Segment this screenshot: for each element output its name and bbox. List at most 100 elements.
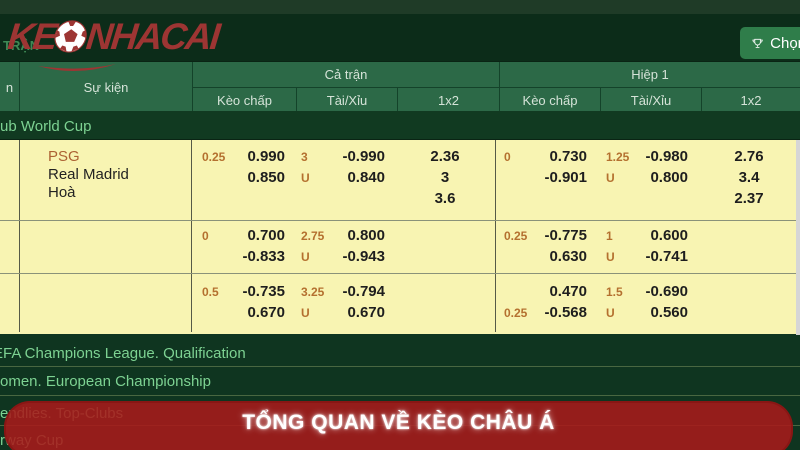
match-row: 0.5 -0.735 0.670 3.25 -0.794 U 0.670 0.470 …: [0, 274, 800, 332]
column-group-full-match: Cả trận: [193, 62, 499, 87]
league-section-club-world-cup[interactable]: ub World Cup: [0, 111, 800, 140]
odds-full-1x2-cell: [395, 274, 496, 332]
odds-full-1x2-cell: 2.36 3 3.6: [395, 140, 496, 220]
tab-tran[interactable]: TRẬN: [3, 38, 40, 53]
column-header-full-overunder: Tài/Xỉu: [297, 88, 397, 112]
odds-value[interactable]: 2.37: [734, 190, 764, 207]
odds-value[interactable]: 0.600: [650, 227, 688, 244]
odds-value[interactable]: 0.700: [247, 227, 285, 244]
odds-row: 1.5 -0.690: [596, 281, 696, 302]
odds-row: U 0.670: [295, 302, 395, 323]
league-section-champions-league[interactable]: EFA Champions League. Qualification: [0, 334, 800, 367]
league-section-label: omen. European Championship: [0, 373, 211, 390]
odds-value[interactable]: 0.670: [247, 304, 285, 321]
column-header-full-handicap: Kèo chấp: [193, 88, 296, 112]
league-section-label: ub World Cup: [0, 118, 92, 135]
total-line: U: [606, 249, 615, 264]
odds-value[interactable]: 3: [440, 169, 450, 186]
tran-cell: [0, 274, 20, 332]
total-line: U: [606, 170, 615, 185]
column-header-half-1x2: 1x2: [702, 88, 800, 112]
odds-value[interactable]: 3.4: [738, 169, 760, 186]
odds-row: U -0.943: [295, 246, 395, 267]
odds-value[interactable]: -0.794: [342, 283, 385, 300]
odds-row: 3 -0.990: [295, 146, 395, 167]
soccer-ball-icon: [54, 19, 88, 53]
total-line: 3: [301, 149, 308, 164]
odds-full-overunder-cell: 3.25 -0.794 U 0.670: [295, 274, 395, 332]
tran-cell: [0, 221, 20, 273]
odds-value[interactable]: 0.800: [347, 227, 385, 244]
odds-full-handicap-cell: 0.5 -0.735 0.670: [192, 274, 295, 332]
odds-value[interactable]: -0.690: [645, 283, 688, 300]
odds-value[interactable]: -0.775: [544, 227, 587, 244]
odds-row: 0.850: [192, 167, 295, 188]
odds-value[interactable]: -0.901: [544, 169, 587, 186]
odds-value[interactable]: -0.568: [544, 304, 587, 321]
column-header-event: Sự kiện: [20, 62, 192, 112]
odds-row: U 0.560: [596, 302, 696, 323]
keonhacai-logo[interactable]: KE NHACAI: [6, 14, 221, 60]
total-line: 2.75: [301, 228, 325, 243]
odds-value[interactable]: 2.36: [430, 148, 460, 165]
odds-half-1x2-cell: [696, 274, 794, 332]
logo-text-right: NHACAI: [84, 16, 221, 57]
match-teams-cell[interactable]: [20, 221, 192, 273]
handicap-line: 0.5: [202, 284, 219, 299]
odds-value[interactable]: 0.670: [347, 304, 385, 321]
column-header-half-overunder: Tài/Xỉu: [601, 88, 701, 112]
odds-value[interactable]: 0.730: [549, 148, 587, 165]
odds-value[interactable]: -0.990: [342, 148, 385, 165]
column-header-full-1x2: 1x2: [398, 88, 499, 112]
odds-full-handicap-cell: 0 0.700 -0.833: [192, 221, 295, 273]
odds-row: -0.901: [496, 167, 596, 188]
odds-row: 1.25 -0.980: [596, 146, 696, 167]
total-line: 1.25: [606, 149, 630, 164]
odds-row: 0 0.730: [496, 146, 596, 167]
odds-value[interactable]: 0.850: [247, 169, 285, 186]
column-header-half-handicap: Kèo chấp: [500, 88, 600, 112]
logo-swoosh-icon: [36, 62, 118, 80]
handicap-line: 0.25: [504, 228, 528, 243]
odds-value[interactable]: 0.990: [247, 148, 285, 165]
overview-banner-text: TỔNG QUAN VỀ KÈO CHÂU Á: [242, 411, 555, 434]
odds-value[interactable]: 3.6: [434, 190, 456, 207]
league-section-women-euro[interactable]: omen. European Championship: [0, 367, 800, 396]
total-line: U: [301, 249, 310, 264]
odds-half-handicap-cell: 0 0.730 -0.901: [496, 140, 596, 220]
odds-value[interactable]: -0.833: [242, 248, 285, 265]
handicap-line: 0: [504, 149, 511, 164]
odds-half-1x2-cell: 2.76 3.4 2.37: [696, 140, 794, 220]
odds-value[interactable]: -0.741: [645, 248, 688, 265]
odds-value[interactable]: 0.560: [650, 304, 688, 321]
odds-value[interactable]: 2.76: [734, 148, 764, 165]
handicap-line: 0: [202, 228, 209, 243]
odds-value[interactable]: 0.840: [347, 169, 385, 186]
odds-value[interactable]: 0.470: [549, 283, 587, 300]
overview-banner: TỔNG QUAN VỀ KÈO CHÂU Á: [4, 401, 793, 450]
app-header: TRẬN KE NHACAI: [0, 14, 800, 72]
odds-full-overunder-cell: 3 -0.990 U 0.840: [295, 140, 395, 220]
vertical-scrollbar[interactable]: [796, 140, 800, 335]
handicap-line: 0.25: [504, 305, 528, 320]
odds-value[interactable]: 0.630: [549, 248, 587, 265]
odds-value[interactable]: -0.980: [645, 148, 688, 165]
odds-half-overunder-cell: 1.25 -0.980 U 0.800: [596, 140, 696, 220]
trophy-icon: [752, 38, 763, 48]
odds-row: U -0.741: [596, 246, 696, 267]
odds-half-handicap-cell: 0.25 -0.775 0.630: [496, 221, 596, 273]
odds-row: 1 0.600: [596, 225, 696, 246]
match-teams-cell[interactable]: [20, 274, 192, 332]
odds-table-header: n Sự kiện Cả trận Hiệp 1 Kèo chấp Tài/Xỉ…: [0, 61, 800, 112]
handicap-line: 0.25: [202, 149, 226, 164]
odds-value[interactable]: -0.735: [242, 283, 285, 300]
match-teams-cell[interactable]: PSG Real Madrid Hoà: [20, 140, 192, 220]
tran-cell: [0, 140, 20, 220]
odds-value[interactable]: 0.800: [650, 169, 688, 186]
odds-full-1x2-cell: [395, 221, 496, 273]
top-strip: [0, 0, 800, 14]
odds-value[interactable]: -0.943: [342, 248, 385, 265]
